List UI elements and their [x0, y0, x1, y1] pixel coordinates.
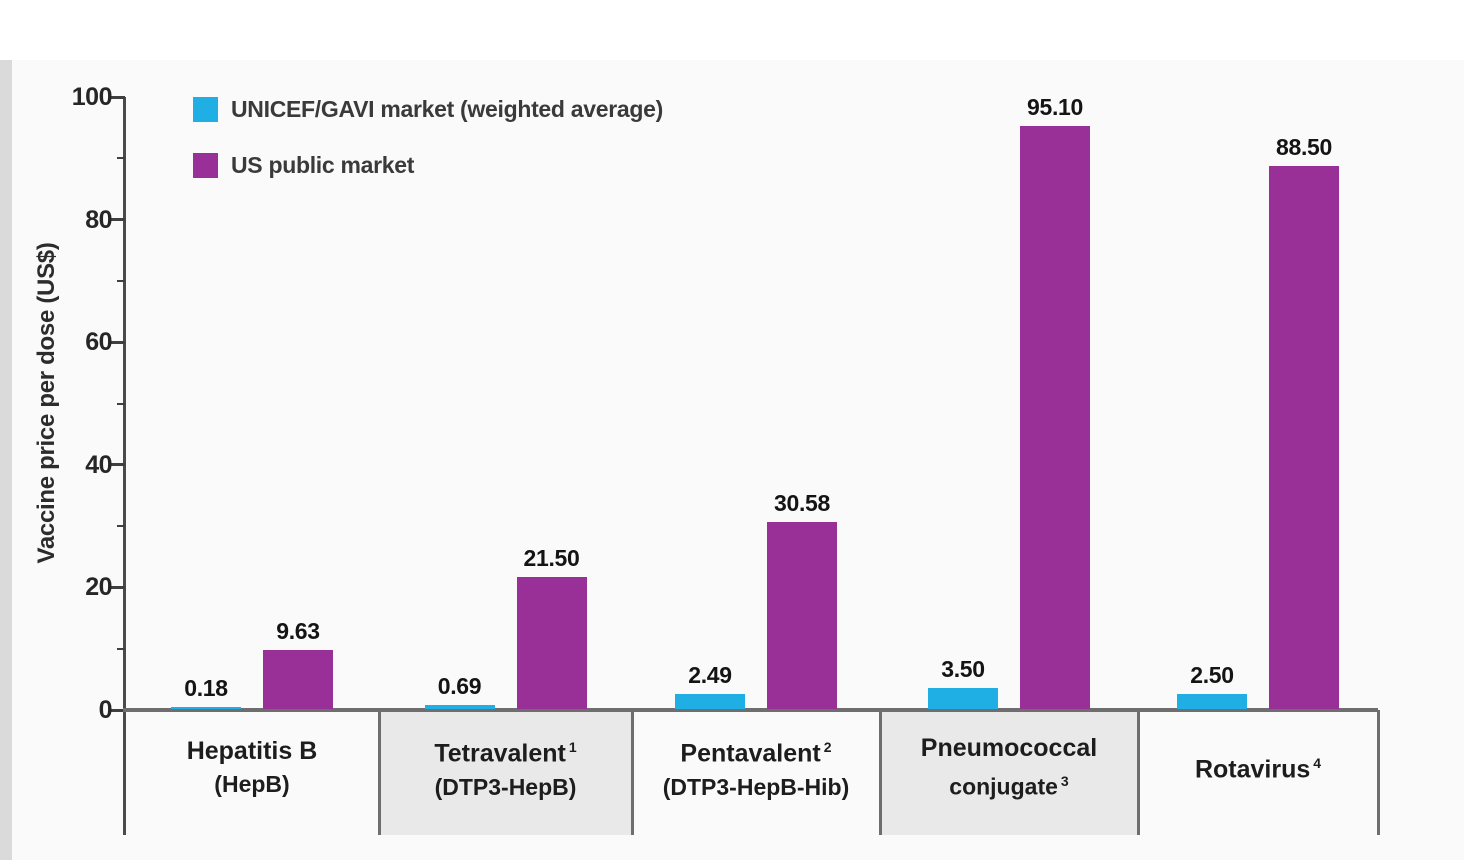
bar-us-public: [263, 649, 333, 709]
y-major-tick: [111, 585, 125, 589]
y-tick-label: 40: [85, 450, 112, 479]
bar-value-label: 0.69: [437, 672, 482, 699]
category-label: Rotavirus 4: [1194, 755, 1322, 784]
legend-item: UNICEF/GAVI market (weighted average): [193, 96, 663, 123]
category-divider: [631, 710, 634, 835]
bar-value-label: 88.50: [1275, 134, 1333, 161]
y-tick-label: 0: [98, 696, 113, 724]
y-major-tick: [111, 95, 125, 99]
bar-unicef-gavi: [1177, 693, 1247, 709]
x-axis-line: [123, 708, 1378, 712]
footnote-marker: 1: [568, 739, 577, 756]
bar-us-public: [1020, 126, 1090, 709]
category-divider: [879, 710, 882, 835]
category-cell: Pentavalent 2 (DTP3-HepB-Hib): [632, 712, 880, 835]
y-major-tick: [111, 463, 125, 467]
category-divider: [1137, 710, 1140, 835]
bar-value-label: 3.50: [941, 655, 985, 682]
bar-us-public: [1269, 166, 1339, 709]
category-label: Pentavalent 2: [680, 739, 832, 768]
legend-label: UNICEF/GAVI market (weighted average): [231, 96, 663, 122]
category-sublabel: conjugate 3: [949, 772, 1069, 800]
footnote-marker: 3: [1060, 772, 1069, 789]
category-cell: Tetravalent 1 (DTP3-HepB): [379, 712, 632, 835]
y-major-tick: [111, 218, 125, 222]
bar-unicef-gavi: [928, 687, 998, 709]
bar-us-public: [767, 521, 837, 709]
bar-value-label: 0.18: [184, 675, 228, 701]
category-sublabel: (HepB): [214, 770, 290, 797]
left-margin-strip: [0, 60, 12, 860]
category-divider: [1377, 710, 1380, 835]
bar-unicef-gavi: [424, 704, 495, 709]
y-minor-tick: [117, 647, 125, 650]
legend: UNICEF/GAVI market (weighted average) US …: [193, 96, 663, 208]
y-tick-label: 80: [85, 205, 112, 234]
bar-value-label: 2.50: [1190, 661, 1234, 688]
y-axis-title: Vaccine price per dose (US$): [33, 242, 60, 564]
bar-value-label: 30.58: [773, 489, 831, 516]
y-tick-label: 100: [71, 83, 113, 111]
y-tick-label: 20: [85, 573, 112, 602]
y-minor-tick: [117, 157, 125, 160]
bar-us-public: [516, 577, 587, 709]
y-minor-tick: [117, 525, 125, 528]
category-sublabel: (DTP3-HepB): [434, 773, 577, 800]
category-sublabel: (DTP3-HepB-Hib): [662, 773, 850, 800]
bar-value-label: 2.49: [688, 661, 732, 688]
footnote-marker: 4: [1313, 755, 1322, 772]
chart-surface: [12, 60, 1464, 860]
legend-swatch-us-public: [193, 153, 218, 178]
legend-label: US public market: [231, 152, 415, 178]
bar-unicef-gavi: [675, 693, 745, 709]
category-cell: Hepatitis B (HepB): [125, 712, 379, 835]
y-minor-tick: [117, 279, 125, 282]
y-major-tick: [111, 340, 125, 344]
footnote-marker: 2: [823, 739, 832, 756]
bar-value-label: 95.10: [1026, 94, 1084, 121]
y-minor-tick: [117, 402, 125, 405]
category-cell: Rotavirus 4: [1138, 712, 1378, 835]
bar-unicef-gavi: [171, 707, 241, 709]
legend-item: US public market: [193, 152, 663, 179]
bar-value-label: 9.63: [276, 617, 320, 644]
bar-value-label: 21.50: [523, 545, 580, 572]
y-major-tick: [111, 708, 125, 712]
category-label: Tetravalent 1: [434, 739, 577, 768]
category-label: Pneumococcal: [920, 733, 1098, 762]
category-label: Hepatitis B: [186, 736, 318, 765]
y-tick-label: 60: [85, 328, 112, 357]
category-cell: Pneumococcal conjugate 3: [880, 712, 1138, 835]
category-divider: [378, 710, 381, 835]
legend-swatch-unicef-gavi: [193, 97, 218, 122]
